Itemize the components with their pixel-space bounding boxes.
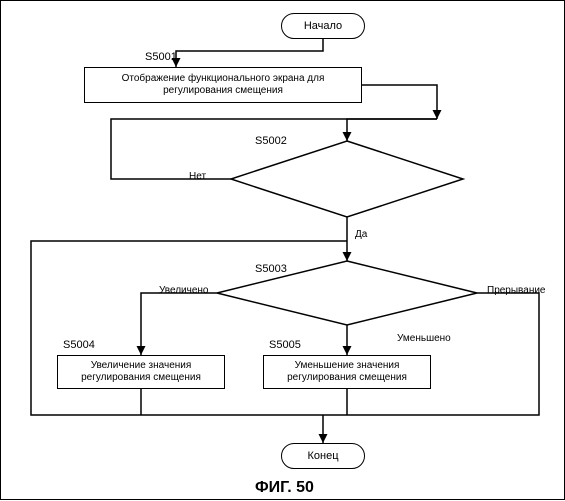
- end-label: Конец: [307, 450, 338, 462]
- decision-s5003-text: Значение смещения увеличено? Уменьшено?: [269, 283, 425, 304]
- start-terminator: Начало: [281, 13, 365, 39]
- process-s5004-text: Увеличение значения регулирования смещен…: [62, 360, 220, 384]
- step-label-s5001: S5001: [143, 51, 179, 63]
- step-label-s5005: S5005: [267, 339, 303, 351]
- decision-s5002-text: Идентификатор последовательности смещени…: [281, 161, 413, 192]
- edge-label-yes: Да: [353, 229, 369, 240]
- process-s5004: Увеличение значения регулирования смещен…: [57, 355, 225, 389]
- process-s5001-text: Отображение функционального экрана для р…: [91, 73, 355, 97]
- end-terminator: Конец: [281, 443, 365, 469]
- edge-label-increased: Увеличено: [157, 285, 211, 296]
- edge-label-no: Нет: [187, 171, 208, 182]
- step-label-s5002: S5002: [253, 135, 289, 147]
- process-s5001: Отображение функционального экрана для р…: [84, 67, 362, 103]
- figure-caption: ФИГ. 50: [255, 479, 314, 497]
- process-s5005: Уменьшение значения регулирования смещен…: [263, 355, 431, 389]
- edge-label-decreased: Уменьшено: [395, 333, 453, 344]
- edge-label-interrupt: Прерывание: [485, 285, 548, 296]
- step-label-s5004: S5004: [61, 339, 97, 351]
- step-label-s5003: S5003: [253, 263, 289, 275]
- flowchart-container: Начало Конец Отображение функционального…: [0, 0, 565, 500]
- process-s5005-text: Уменьшение значения регулирования смещен…: [268, 360, 426, 384]
- start-label: Начало: [304, 20, 342, 32]
